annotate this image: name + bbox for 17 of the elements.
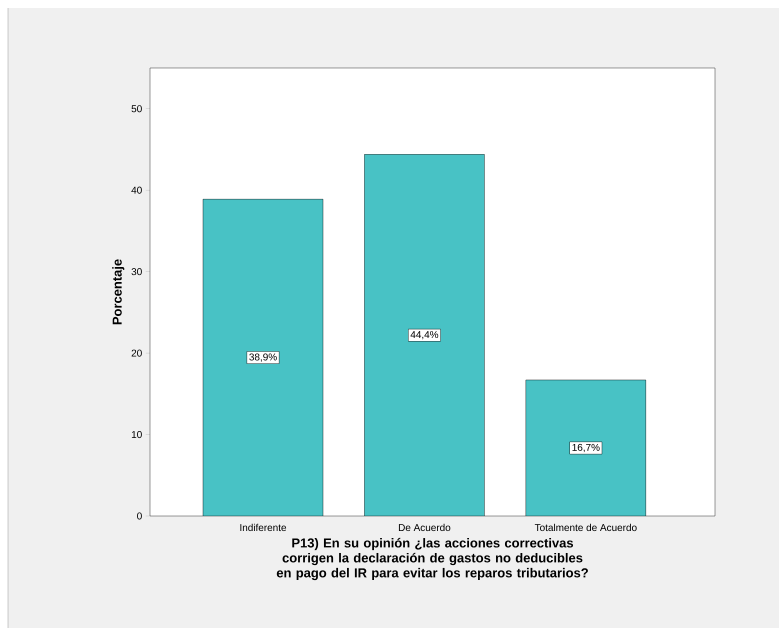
data-label: 44,4%	[410, 331, 438, 340]
y-tick-label: 20	[132, 350, 142, 357]
bar	[202, 198, 324, 516]
data-label: 16,7%	[572, 444, 600, 452]
x-tick-label: Totalmente de Acuerdo	[534, 524, 637, 532]
bar	[526, 380, 646, 516]
y-tick-label: 40	[131, 186, 142, 194]
y-tick-label: 10	[132, 431, 142, 438]
data-label: 38,9%	[249, 353, 277, 362]
y-tick-label: 0	[137, 512, 142, 520]
bar	[364, 154, 485, 516]
y-axis-title: Porcentaje	[112, 259, 124, 324]
y-tick-label: 30	[132, 268, 142, 276]
y-tick-label: 50	[132, 105, 142, 112]
x-tick-label: De Acuerdo	[398, 524, 450, 532]
x-axis-title: P13) En su opinión ¿las acciones correctivas corrigen la declaración de gastos no deducibles en pago del IR para evitar los reparos tributarios?	[276, 538, 588, 580]
x-tick-label: Indiferente	[240, 524, 286, 532]
